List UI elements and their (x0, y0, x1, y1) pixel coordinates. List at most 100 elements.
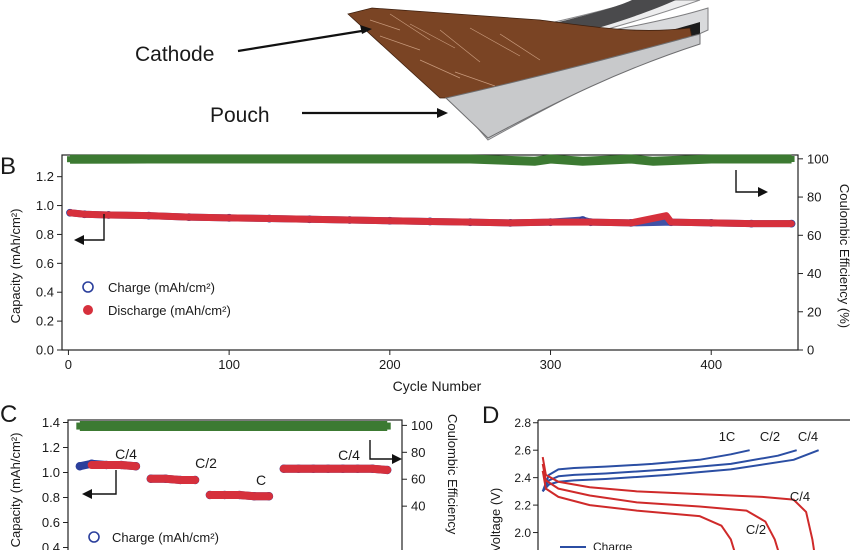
b-y2tick-label: 80 (807, 190, 821, 205)
b-efficiency-point (788, 156, 795, 163)
c-discharge-point (280, 465, 288, 473)
c-discharge-point (383, 466, 391, 474)
chart-c-rate-1: C/4 (115, 446, 137, 462)
c-y2tick-label: 80 (411, 445, 425, 460)
d-ytick-label: 2.8 (514, 416, 531, 430)
b-xtick-label: 300 (540, 357, 562, 372)
c-discharge-point (250, 492, 258, 500)
chart-d-y-ticks: 2.0 2.2 2.4 2.6 2.8 (514, 416, 538, 540)
c-discharge-point (102, 461, 110, 469)
chart-d-frame (537, 419, 850, 550)
c-discharge-point (162, 475, 170, 483)
chart-c-axis-arrows (82, 440, 402, 499)
c-discharge-point (132, 462, 140, 470)
chart-d-label-c2-discharge: C/2 (746, 522, 766, 537)
c-y2tick-label: 40 (411, 499, 425, 514)
chart-b-y2label: Coulombic Efficiency (%) (837, 184, 850, 328)
chart-c-legend: Charge (mAh/cm²) (88, 530, 219, 545)
b-ytick-label: 1.2 (36, 169, 54, 184)
chart-b-arrow-left (82, 214, 105, 241)
panel-letter-b: B (0, 153, 16, 180)
c-discharge-point (147, 475, 155, 483)
c-discharge-point (221, 491, 229, 499)
c-series-band-1 (146, 474, 200, 484)
b-efficiency-point (306, 156, 313, 163)
c-efficiency-point (383, 422, 391, 430)
b-ytick-label: 0.8 (36, 227, 54, 242)
c-discharge-point (206, 491, 214, 499)
pouch-schematic: Cathode Pouch (135, 0, 709, 141)
b-efficiency-point (226, 156, 233, 163)
b-discharge-point (426, 218, 434, 225)
c-discharge-point (176, 476, 184, 484)
c-discharge-point (191, 476, 199, 484)
b-efficiency-point (579, 158, 586, 165)
d-curve-3 (541, 456, 815, 550)
c-efficiency-point (76, 422, 84, 430)
chart-c-legend-charge: Charge (mAh/cm²) (112, 530, 219, 545)
b-discharge-point (587, 218, 594, 226)
b-efficiency-point (145, 156, 152, 163)
b-discharge-point (145, 212, 152, 219)
c-discharge-point (354, 465, 362, 473)
c-discharge-point (295, 465, 303, 473)
b-ytick-label: 0.4 (36, 285, 54, 300)
c-ytick-label: 1.0 (42, 465, 60, 480)
b-xtick-label: 200 (379, 357, 401, 372)
b-efficiency-point (67, 156, 74, 163)
chart-d-legend: Charge (560, 540, 633, 550)
c-y2tick-label: 100 (411, 418, 433, 433)
b-efficiency-point (650, 158, 657, 165)
chart-c-legend-charge-marker (88, 531, 100, 543)
chart-d-label-1c: 1C (719, 429, 736, 444)
b-y2tick-label: 0 (807, 343, 814, 358)
c-ytick-label: 1.4 (42, 415, 60, 430)
d-curve-0 (541, 449, 750, 492)
b-ytick-label: 1.0 (36, 198, 54, 213)
b-discharge-point (466, 218, 474, 226)
panel-letter-d: D (482, 402, 499, 429)
b-discharge-point (748, 220, 755, 227)
b-discharge-point (81, 211, 88, 218)
b-efficiency-point (531, 158, 538, 165)
c-ytick-label: 0.4 (42, 540, 60, 550)
pouch-label: Pouch (210, 104, 270, 127)
b-discharge-point (627, 219, 635, 227)
b-discharge-point (667, 218, 675, 226)
d-ytick-label: 2.0 (514, 526, 531, 540)
chart-c-ylabel: Capacity (mAh/cm²) (8, 433, 23, 548)
b-ytick-label: 0.2 (36, 314, 54, 329)
chart-b-ylabel: Capacity (mAh/cm²) (8, 209, 23, 324)
c-discharge-point (368, 465, 376, 473)
b-discharge-point (663, 212, 670, 219)
chart-b-x-ticks: 0 100 200 300 400 (65, 350, 722, 372)
chart-c-marks (75, 421, 392, 501)
chart-d-marks (541, 449, 820, 550)
d-ytick-label: 2.4 (514, 471, 531, 485)
chart-c-arrow-right-head (392, 454, 402, 464)
pouch-bottom (444, 33, 701, 139)
chart-d-label-c4-charge: C/4 (798, 429, 818, 444)
b-y2tick-label: 100 (807, 151, 829, 166)
c-discharge-point (339, 465, 347, 473)
b-discharge-point (105, 211, 112, 219)
chart-b-legend-charge-marker (82, 281, 94, 293)
chart-c-rate-3: C (256, 472, 266, 488)
chart-b-arrow-right-head (758, 187, 768, 197)
c-discharge-point (88, 461, 96, 469)
b-efficiency-point (386, 156, 393, 163)
cathode-label: Cathode (135, 43, 214, 66)
b-discharge-point (708, 219, 715, 227)
b-ytick-label: 0.0 (36, 343, 54, 358)
b-discharge-point (66, 209, 74, 216)
chart-d: 2.0 2.2 2.4 2.6 2.8 Voltage (V) 1C C/2 C/4 C… (488, 416, 850, 550)
b-discharge-point (507, 219, 514, 227)
b-efficiency-point (467, 156, 474, 163)
c-y2tick-label: 60 (411, 472, 425, 487)
b-discharge-point (386, 217, 394, 224)
cathode-pointer-head (360, 25, 372, 34)
b-discharge-point (346, 216, 353, 224)
c-discharge-point (235, 491, 243, 499)
b-discharge-point (306, 216, 313, 223)
b-discharge-point (547, 218, 554, 226)
